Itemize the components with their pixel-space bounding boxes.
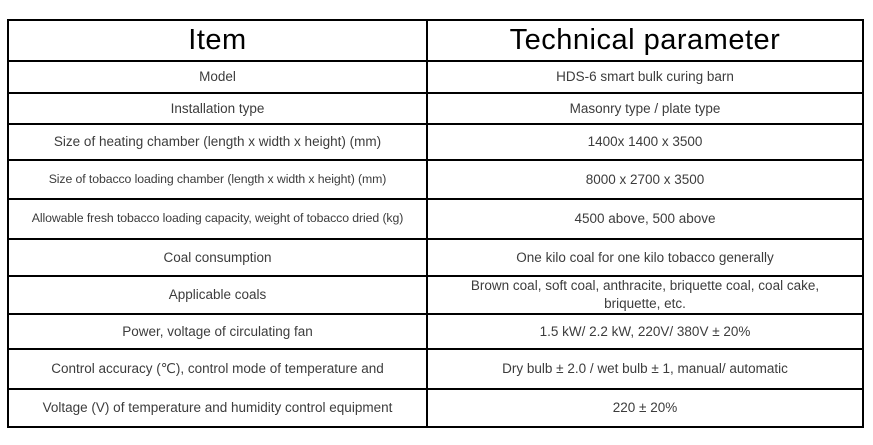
item-label: Allowable fresh tobacco loading capacity… bbox=[7, 198, 428, 240]
table-row-coal-consumption: Coal consumption One kilo coal for one k… bbox=[7, 238, 864, 277]
table-row-tobacco-chamber-size: Size of tobacco loading chamber (length … bbox=[7, 159, 864, 200]
item-label: Coal consumption bbox=[7, 238, 428, 277]
item-label: Power, voltage of circulating fan bbox=[7, 313, 428, 350]
item-value: HDS-6 smart bulk curing barn bbox=[426, 60, 864, 94]
item-label: Model bbox=[7, 60, 428, 94]
table-header-row: Item Technical parameter bbox=[7, 19, 864, 62]
item-value: 1.5 kW/ 2.2 kW, 220V/ 380V ± 20% bbox=[426, 313, 864, 350]
item-label: Applicable coals bbox=[7, 275, 428, 315]
table-row-model: Model HDS-6 smart bulk curing barn bbox=[7, 60, 864, 94]
spec-table-container: Item Technical parameter Model HDS-6 sma… bbox=[7, 19, 864, 428]
item-value: One kilo coal for one kilo tobacco gener… bbox=[426, 238, 864, 277]
item-value: Dry bulb ± 2.0 / wet bulb ± 1, manual/ a… bbox=[426, 348, 864, 390]
item-label: Voltage (V) of temperature and humidity … bbox=[7, 388, 428, 428]
item-value: 220 ± 20% bbox=[426, 388, 864, 428]
item-value: 8000 x 2700 x 3500 bbox=[426, 159, 864, 200]
table-row-control-accuracy: Control accuracy (℃), control mode of te… bbox=[7, 348, 864, 390]
table-row-applicable-coals: Applicable coals Brown coal, soft coal, … bbox=[7, 275, 864, 315]
table-row-fan-power-voltage: Power, voltage of circulating fan 1.5 kW… bbox=[7, 313, 864, 350]
item-value: Brown coal, soft coal, anthracite, briqu… bbox=[426, 275, 864, 315]
item-label: Size of heating chamber (length x width … bbox=[7, 123, 428, 161]
item-value: 1400x 1400 x 3500 bbox=[426, 123, 864, 161]
item-label: Control accuracy (℃), control mode of te… bbox=[7, 348, 428, 390]
item-value: Masonry type / plate type bbox=[426, 92, 864, 125]
item-label: Installation type bbox=[7, 92, 428, 125]
header-technical-parameter: Technical parameter bbox=[426, 19, 864, 62]
technical-parameter-table: Item Technical parameter Model HDS-6 sma… bbox=[7, 19, 864, 428]
header-item: Item bbox=[7, 19, 428, 62]
table-row-control-equipment-voltage: Voltage (V) of temperature and humidity … bbox=[7, 388, 864, 428]
table-row-loading-capacity: Allowable fresh tobacco loading capacity… bbox=[7, 198, 864, 240]
table-row-heating-chamber-size: Size of heating chamber (length x width … bbox=[7, 123, 864, 161]
item-value: 4500 above, 500 above bbox=[426, 198, 864, 240]
item-label: Size of tobacco loading chamber (length … bbox=[7, 159, 428, 200]
table-row-installation-type: Installation type Masonry type / plate t… bbox=[7, 92, 864, 125]
